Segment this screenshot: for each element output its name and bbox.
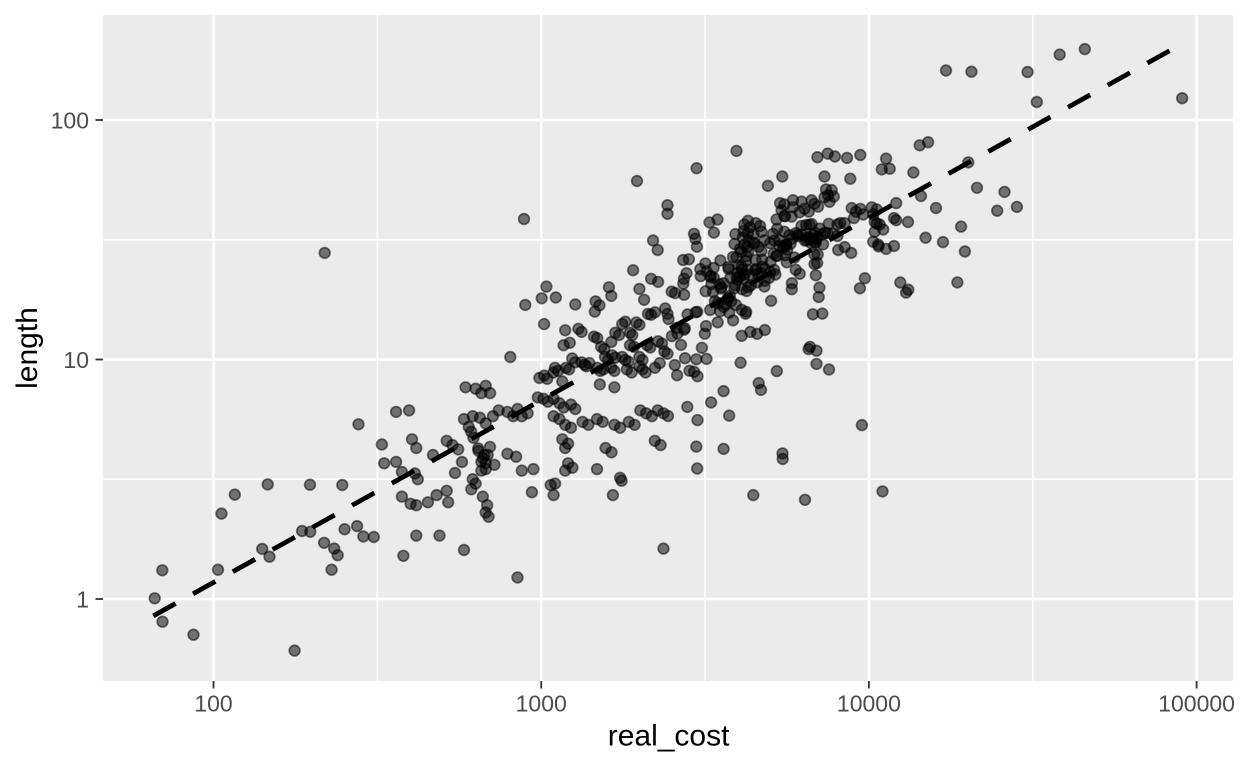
- svg-text:100: 100: [51, 107, 89, 133]
- svg-text:real_cost: real_cost: [608, 719, 730, 752]
- svg-text:10: 10: [63, 347, 89, 373]
- svg-text:1: 1: [76, 586, 89, 612]
- svg-text:length: length: [11, 307, 44, 389]
- svg-text:1000: 1000: [516, 691, 567, 717]
- svg-text:100000: 100000: [1158, 691, 1235, 717]
- svg-text:10000: 10000: [837, 691, 901, 717]
- svg-text:100: 100: [194, 691, 232, 717]
